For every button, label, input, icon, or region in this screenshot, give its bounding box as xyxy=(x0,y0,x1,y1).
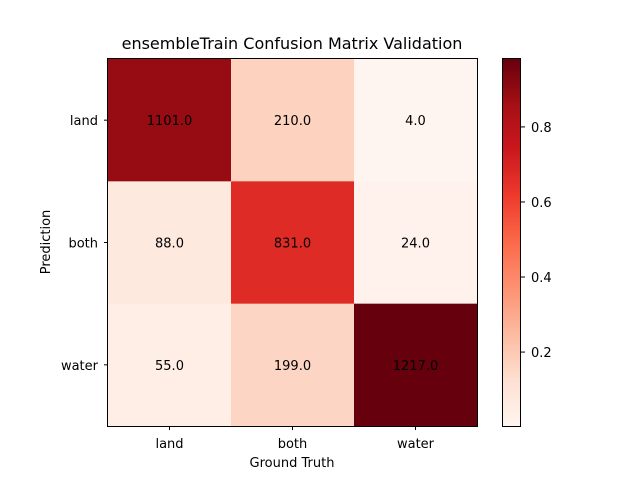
cell-value-label: 1217.0 xyxy=(393,359,439,374)
colorbar xyxy=(502,58,521,427)
x-tick-label: water xyxy=(397,437,435,452)
colorbar-ticks: 0.2 0.4 0.6 0.8 xyxy=(521,121,552,361)
x-axis-ticks: land both water xyxy=(155,426,435,452)
cell-value-label: 88.0 xyxy=(155,237,184,252)
heatmap-cell-labels: 1101.0 210.0 4.0 88.0 831.0 24.0 55.0 199.0 1217… xyxy=(147,114,439,374)
colorbar-tick-label: 0.6 xyxy=(531,196,552,211)
heatmap-cell-both-land xyxy=(108,181,232,305)
heatmap-cell-water-water xyxy=(354,303,478,427)
cell-value-label: 199.0 xyxy=(274,359,311,374)
cell-value-label: 55.0 xyxy=(155,359,184,374)
colorbar-tick-label: 0.8 xyxy=(531,121,552,136)
heatmap-cell-water-land xyxy=(108,303,232,427)
cell-value-label: 210.0 xyxy=(274,114,311,129)
y-tick-label: both xyxy=(68,237,98,252)
cell-value-label: 4.0 xyxy=(405,114,426,129)
y-axis-label: Prediction xyxy=(39,210,54,275)
y-tick-label: water xyxy=(61,359,99,374)
heatmap-cell-land-land xyxy=(108,59,232,182)
heatmap-cell-land-both xyxy=(231,59,355,182)
y-axis-ticks: land both water xyxy=(61,114,108,374)
x-axis-label: Ground Truth xyxy=(250,456,335,471)
heatmap-cell-both-water xyxy=(354,181,478,305)
colorbar-tick-label: 0.2 xyxy=(531,346,552,361)
x-tick-label: both xyxy=(278,437,308,452)
heatmap-cell-both-both xyxy=(231,181,355,305)
heatmap-cell-land-water xyxy=(354,59,478,182)
y-tick-label: land xyxy=(70,114,98,129)
heatmap-cells xyxy=(108,59,478,427)
cell-value-label: 24.0 xyxy=(401,237,430,252)
x-tick-label: land xyxy=(155,437,183,452)
cell-value-label: 831.0 xyxy=(274,237,311,252)
cell-value-label: 1101.0 xyxy=(147,114,193,129)
colorbar-tick-label: 0.4 xyxy=(531,271,552,286)
heatmap-cell-water-both xyxy=(231,303,355,427)
chart-title: ensembleTrain Confusion Matrix Validatio… xyxy=(122,34,463,53)
